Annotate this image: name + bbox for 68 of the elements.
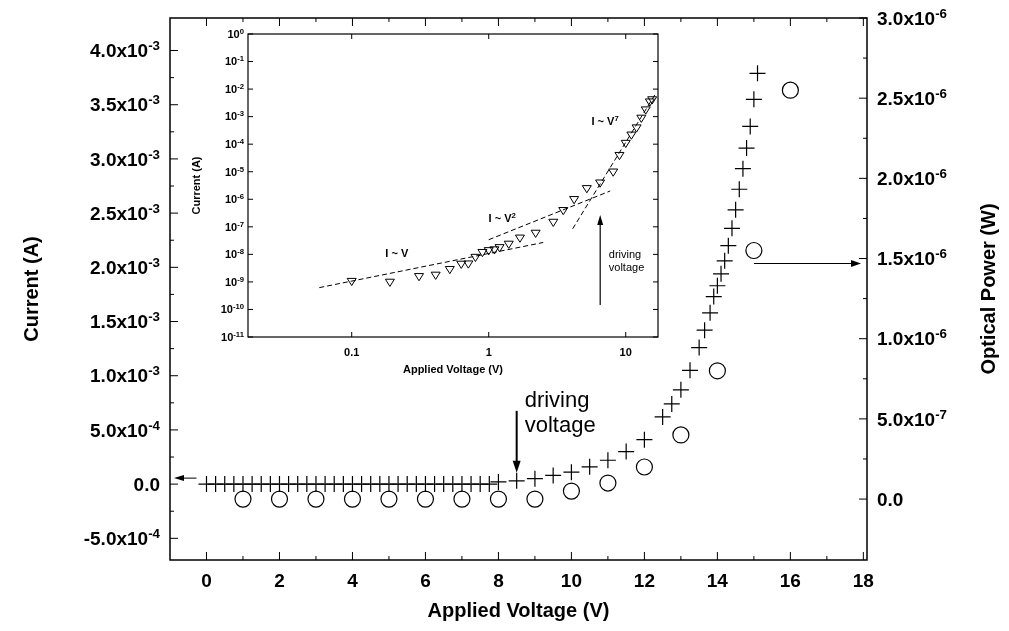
point [672, 426, 690, 444]
y-tick-label: 10$^{0}$ [227, 26, 244, 40]
y2-tick-label: 5.0x10$^{-7}$ [877, 406, 947, 430]
y-tick-label: 10$^{-3}$ [224, 108, 244, 123]
annotation: I ~ V$^{2}$ [488, 210, 516, 224]
y-tick-label: 3.5x10$^{-3}$ [90, 91, 160, 116]
y-axis-title: Current (A) [190, 156, 202, 215]
point [708, 362, 726, 380]
y2-tick-label: 2.5x10$^{-6}$ [877, 85, 947, 109]
x-tick-label: 10 [560, 570, 582, 591]
x-tick-label: 6 [420, 570, 431, 591]
x-axis-title: Applied Voltage (V) [427, 599, 610, 621]
y-tick-label: 1.5x10$^{-3}$ [90, 308, 160, 333]
y-tick-label: 0.0 [133, 473, 160, 495]
y-tick-label: 4.0x10$^{-3}$ [90, 37, 160, 62]
point [343, 490, 362, 508]
point [489, 490, 508, 508]
x-tick-label: 0.1 [344, 346, 360, 358]
point [380, 490, 398, 508]
x-axis-title: Applied Voltage (V) [402, 362, 504, 375]
x-tick-label: 2 [274, 570, 285, 591]
x-tick-label: 8 [493, 570, 504, 591]
point [526, 490, 544, 508]
annotation: driving voltage [608, 248, 645, 273]
y2-tick-label: 2.0x10$^{-6}$ [877, 165, 947, 190]
y-tick-label: 10$^{-6}$ [224, 191, 244, 206]
y-tick-label: 2.5x10$^{-3}$ [90, 200, 160, 224]
x-tick-label: 10 [619, 346, 632, 358]
point [416, 490, 435, 508]
x-tick-label: 18 [852, 570, 874, 591]
point [781, 81, 799, 99]
annotation: driving voltage [524, 386, 596, 438]
y2-tick-label: 0.0 [877, 488, 904, 510]
y-tick-label: 1.0x10$^{-3}$ [90, 362, 160, 387]
y-tick-label: 10$^{-11}$ [221, 329, 245, 343]
point [599, 474, 617, 492]
point [635, 458, 653, 476]
y-tick-label: 10$^{-8}$ [224, 246, 245, 261]
y-tick-label: 3.0x10$^{-3}$ [90, 146, 160, 170]
x-tick-label: 0 [201, 570, 212, 591]
point [234, 490, 252, 508]
point [270, 490, 289, 508]
x-tick-label: 14 [706, 570, 729, 591]
x-tick-label: 4 [347, 570, 359, 591]
y2-tick-label: 3.0x10$^{-6}$ [877, 5, 947, 29]
x-tick-label: 16 [779, 570, 801, 591]
y-tick-label: 10$^{-2}$ [224, 81, 244, 95]
y-tick-label: 10$^{-10}$ [220, 301, 244, 316]
annotation: I ~ V$^{7}$ [591, 113, 619, 127]
y-axis-title: Current (A) [20, 236, 42, 342]
y-tick-label: 10$^{-7}$ [224, 219, 244, 233]
y2-tick-label: 1.5x10$^{-6}$ [877, 245, 947, 270]
y-tick-label: 10$^{-1}$ [224, 53, 245, 68]
y2-axis-title: Optical Power (W) [977, 203, 999, 375]
y-tick-label: 10$^{-5}$ [224, 164, 245, 178]
y-tick-label: 2.0x10$^{-3}$ [90, 254, 160, 278]
point [745, 241, 763, 260]
y-tick-label: -5.0x10$^{-4}$ [83, 525, 161, 549]
point [453, 490, 471, 508]
y-tick-label: 5.0x10$^{-4}$ [90, 417, 161, 441]
y-tick-label: 10$^{-4}$ [224, 136, 245, 151]
x-tick-label: 12 [633, 570, 655, 591]
y-tick-label: 10$^{-9}$ [224, 274, 244, 288]
point [307, 490, 325, 508]
annotation: I ~ V [385, 247, 409, 260]
x-tick-label: 1 [485, 346, 492, 358]
y2-tick-label: 1.0x10$^{-6}$ [877, 325, 947, 350]
point [562, 482, 581, 500]
